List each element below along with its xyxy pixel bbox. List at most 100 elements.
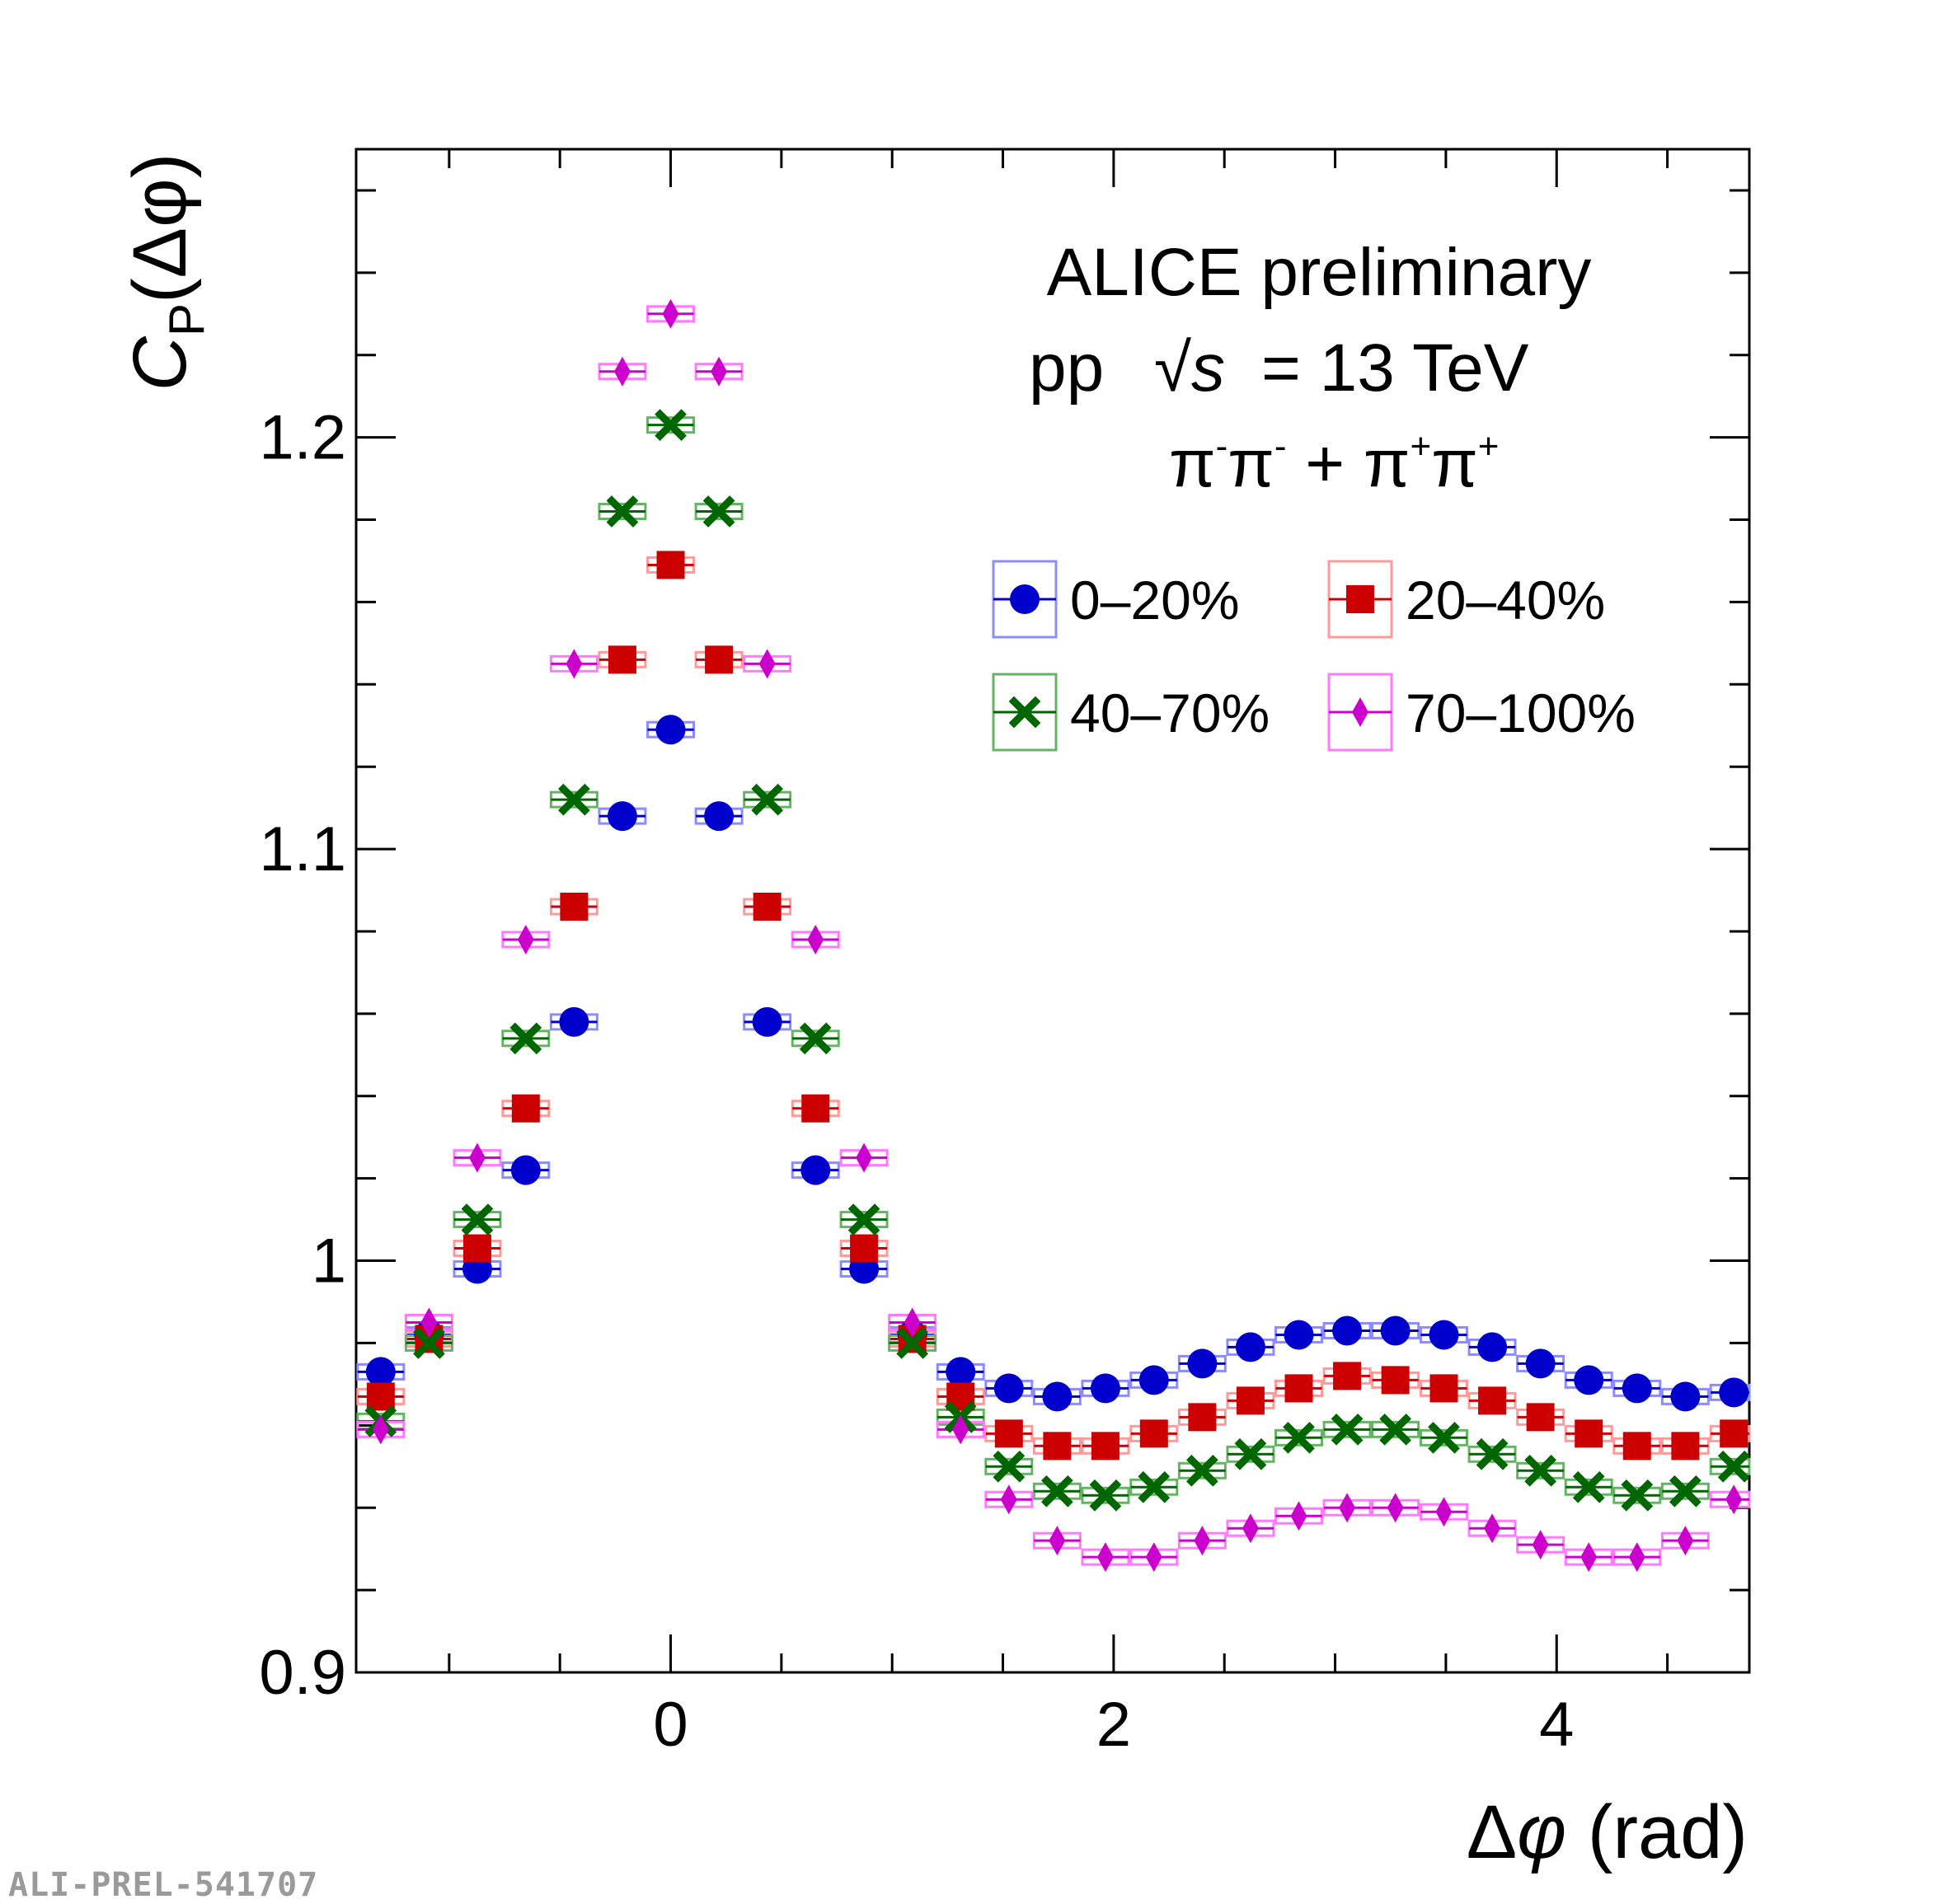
data-point-circle [1622,1373,1652,1404]
cross-stroke [1476,1437,1509,1470]
x-title-phi: φ [1517,1790,1566,1874]
data-point-cross [509,1022,542,1055]
cross-stroke [1524,1454,1556,1487]
experiment-label: ALICE preliminary [1047,235,1592,310]
data-point-square [462,1234,491,1263]
data-point-circle [946,1357,976,1387]
pion-pairs-label: π-π- + π+π+ [1169,426,1499,501]
data-point-diamond [1677,1526,1694,1556]
data-point-circle [559,1006,589,1037]
cross-stroke [1669,1475,1702,1508]
data-point-diamond [711,356,728,387]
data-point-square [608,645,636,674]
y-tick-label: 1 [312,1226,346,1297]
data-point-cross [1008,696,1041,729]
data-point-square [560,893,589,922]
cross-stroke [1008,696,1041,729]
data-point-square [1429,1374,1458,1403]
data-point-square [850,1234,879,1263]
data-point-cross [1089,1479,1122,1512]
data-point-cross [461,1203,494,1236]
legend: 0–20% 20–40% 40–70% 70–100% [992,560,1636,752]
y-tick-label: 0.9 [259,1638,346,1708]
data-point-diamond [420,1307,438,1338]
y-axis-title: CP(Δφ) [118,153,214,392]
pi-2: π [1227,426,1274,501]
cross-stroke [1283,1421,1315,1454]
data-point-square [1575,1419,1603,1448]
data-point-circle [1187,1348,1218,1379]
data-point-diamond [904,1307,921,1338]
data-point-cross [799,1022,832,1055]
data-point-cross [847,1203,880,1236]
data-point-square [1381,1366,1410,1395]
data-point-circle [1380,1315,1411,1346]
s-variable: s [1191,331,1225,406]
data-point-cross [1234,1437,1267,1470]
data-point-cross [1572,1470,1605,1503]
data-point-circle [365,1357,396,1387]
system-pp: pp [1029,331,1104,406]
data-point-cross [751,783,784,816]
cross-stroke [1717,1450,1750,1483]
data-point-square [753,893,782,922]
data-point-circle [752,1006,782,1037]
y-title-sub: P [159,303,214,336]
cross-stroke [1428,1421,1460,1454]
legend-label: 70–100% [1406,682,1636,743]
x-tick-label: 0 [653,1690,688,1760]
data-point-circle [655,715,686,745]
data-point-diamond [517,924,534,954]
data-point-circle [607,801,637,832]
data-point-circle [704,801,735,832]
data-point-cross [993,1450,1026,1483]
data-point-diamond [613,356,631,387]
pi-1: π [1169,426,1216,501]
data-point-diamond [856,1142,873,1173]
charge-4: + [1478,426,1500,467]
data-point-diamond [1352,697,1368,727]
data-point-cross [1283,1421,1315,1454]
plus-sign: + [1286,426,1363,501]
legend-label: 0–20% [1070,570,1240,631]
data-point-square [1671,1432,1700,1461]
data-point-square [1622,1432,1651,1461]
data-point-circle [1670,1381,1701,1412]
legend-label: 40–70% [1070,682,1270,743]
cross-stroke [558,783,590,816]
data-point-cross [1476,1437,1509,1470]
data-point-diamond [1387,1493,1404,1523]
data-point-circle [1010,584,1040,614]
data-point-diamond [1435,1497,1453,1527]
sqrt-s-label: √s [1154,331,1225,406]
data-point-diamond [1096,1542,1114,1573]
legend-label: 20–40% [1406,570,1605,631]
data-point-cross [606,495,639,528]
data-point-square [1346,585,1374,613]
data-point-cross [1669,1475,1702,1508]
data-point-diamond [807,924,824,954]
data-point-diamond [1290,1501,1307,1531]
data-point-circle [1429,1320,1459,1350]
data-point-cross [1621,1479,1654,1512]
data-point-circle [800,1155,831,1185]
y-title-c: C [118,335,202,391]
data-point-cross [702,495,735,528]
data-point-square [801,1094,830,1123]
collision-system-label: pp [1029,331,1104,406]
data-point-square [511,1094,540,1123]
data-point-diamond [1242,1513,1259,1544]
data-point-diamond [468,1142,486,1173]
cross-stroke [1185,1454,1218,1487]
data-point-cross [1331,1413,1364,1446]
pi-3: π [1364,426,1411,501]
cross-stroke [896,1327,929,1359]
data-point-circle [1719,1377,1749,1408]
data-point-cross [655,409,687,442]
data-point-diamond [952,1414,969,1445]
data-point-square [1188,1403,1217,1432]
cross-stroke [1041,1475,1073,1508]
cross-stroke [993,1450,1026,1483]
data-point-square [1091,1432,1120,1461]
axis-tick-labels: 0 2 4 0.9 1 1.1 1.2 [259,403,1574,1760]
